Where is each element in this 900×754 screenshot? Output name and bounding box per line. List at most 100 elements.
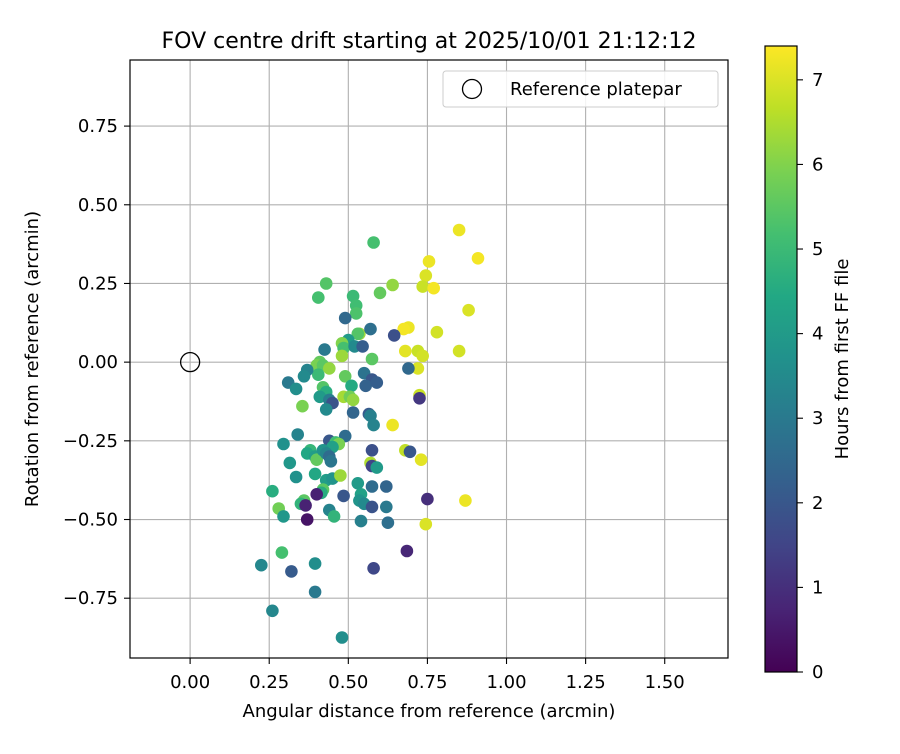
data-point <box>380 500 393 514</box>
data-point <box>459 494 472 507</box>
data-point <box>327 510 341 523</box>
legend-label: Reference platepar <box>510 79 682 100</box>
data-point <box>414 453 428 467</box>
data-point <box>399 344 412 358</box>
data-point <box>359 379 373 393</box>
data-point <box>367 236 380 249</box>
colorbar-tick-label: 1 <box>812 577 823 598</box>
data-point <box>365 480 379 493</box>
data-point <box>291 428 305 441</box>
data-point <box>312 291 325 304</box>
data-point <box>403 445 417 459</box>
y-tick-label: 0.25 <box>78 273 118 294</box>
data-point <box>299 499 312 512</box>
data-point <box>266 484 279 498</box>
colorbar-frame <box>764 45 798 673</box>
y-tick-label: 0.50 <box>78 195 118 216</box>
x-tick-label: 0.00 <box>170 672 210 693</box>
data-point <box>381 516 395 529</box>
grid <box>130 60 728 658</box>
data-point <box>402 362 415 375</box>
data-point <box>308 585 322 599</box>
data-point <box>296 399 309 413</box>
plot-frame <box>129 59 729 659</box>
data-point <box>419 517 433 531</box>
y-tick-label: −0.25 <box>63 431 118 452</box>
y-tick-label: −0.75 <box>63 588 118 609</box>
data-point <box>365 352 379 366</box>
data-point <box>370 376 384 389</box>
y-tick-label: 0.00 <box>78 352 118 373</box>
colorbar-tick-label: 2 <box>812 493 823 514</box>
data-point <box>289 470 303 484</box>
reference-platepar-point <box>179 351 201 373</box>
plot-area <box>130 60 728 658</box>
colorbar-tick-label: 7 <box>812 70 823 91</box>
data-point <box>419 269 433 282</box>
x-axis-ticks: 0.00 0.25 0.50 0.75 1.00 1.25 1.50 <box>170 658 685 693</box>
data-point <box>373 286 387 300</box>
x-tick-label: 1.25 <box>566 672 606 693</box>
data-point <box>413 392 426 405</box>
colorbar-tick-label: 5 <box>812 239 823 260</box>
data-point <box>266 604 279 618</box>
data-point <box>416 280 430 293</box>
colorbar: 0 1 2 3 4 5 6 7 Hours from first FF file <box>764 45 853 683</box>
chart-title: FOV centre drift starting at 2025/10/01 … <box>162 29 697 54</box>
data-point <box>319 403 333 416</box>
data-point <box>335 349 349 363</box>
x-tick-label: 1.00 <box>486 672 526 693</box>
data-point <box>324 455 338 468</box>
data-point <box>471 251 485 265</box>
data-point <box>334 469 347 482</box>
data-point <box>427 281 441 295</box>
colorbar-tick-label: 0 <box>812 662 823 683</box>
data-point <box>421 492 434 506</box>
data-point <box>351 477 365 490</box>
data-point <box>367 562 380 575</box>
data-point <box>345 379 358 393</box>
x-tick-label: 0.75 <box>407 672 447 693</box>
data-point <box>335 631 349 644</box>
legend-marker-open-circle <box>461 78 483 100</box>
data-point <box>452 344 466 358</box>
data-point <box>310 488 324 501</box>
data-point <box>338 370 352 383</box>
data-point <box>277 510 290 523</box>
data-point <box>283 456 297 470</box>
colorbar-tick-label: 6 <box>812 154 823 175</box>
data-point <box>337 489 350 503</box>
legend: Reference platepar <box>442 70 719 108</box>
data-point <box>351 327 365 341</box>
data-point <box>323 362 336 375</box>
data-point <box>416 349 430 363</box>
data-point <box>310 453 324 467</box>
x-axis-label: Angular distance from reference (arcmin) <box>243 701 616 722</box>
data-point <box>422 255 436 268</box>
data-point <box>364 322 377 336</box>
y-tick-label: 0.75 <box>78 116 118 137</box>
y-axis-ticks: −0.75 −0.50 −0.25 0.00 0.25 0.50 0.75 <box>63 116 130 609</box>
data-point <box>308 467 322 481</box>
data-point <box>285 565 298 578</box>
data-point <box>277 437 290 451</box>
legend-box <box>442 70 719 108</box>
data-point <box>289 382 303 396</box>
data-point <box>349 307 363 320</box>
data-point <box>411 362 425 375</box>
data-point <box>365 444 379 457</box>
data-point <box>400 544 414 558</box>
data-point <box>254 558 268 572</box>
colorbar-ticks: 0 1 2 3 4 5 6 7 <box>797 70 823 683</box>
data-point <box>387 329 401 342</box>
colorbar-gradient <box>765 46 797 672</box>
x-tick-label: 1.50 <box>645 672 685 693</box>
data-point <box>308 557 322 570</box>
y-axis-label: Rotation from reference (arcmin) <box>22 211 43 507</box>
data-point <box>367 418 380 432</box>
x-tick-label: 0.50 <box>328 672 368 693</box>
data-point <box>313 390 327 404</box>
data-point <box>319 277 333 290</box>
